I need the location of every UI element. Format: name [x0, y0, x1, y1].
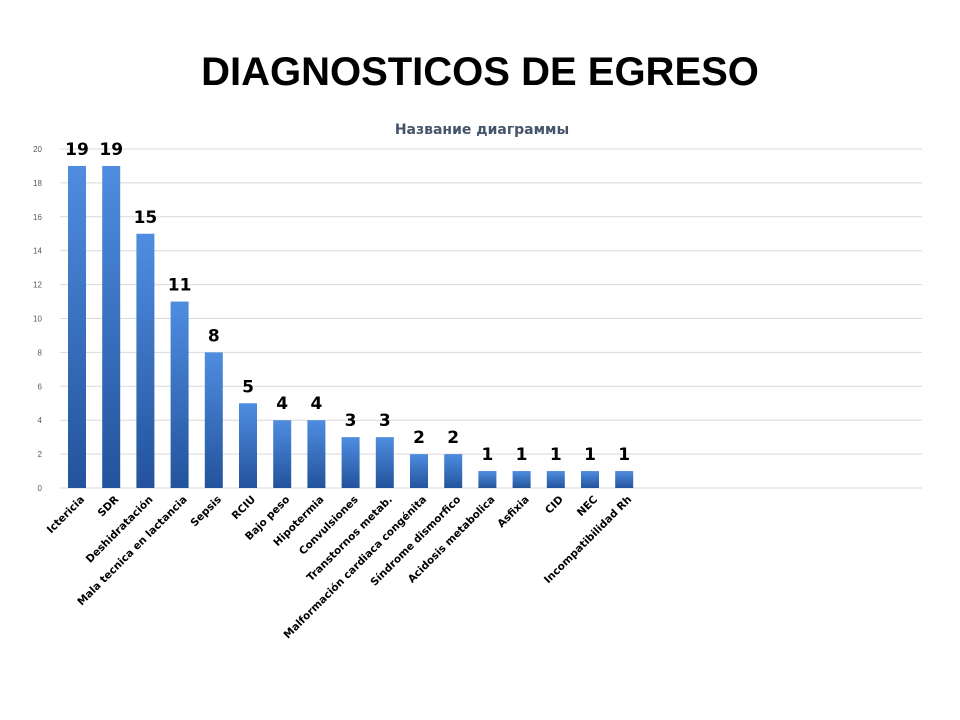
x-tick-label: Convulsiones: [297, 494, 361, 558]
data-label: 2: [447, 428, 459, 448]
bar: [581, 471, 599, 488]
data-label: 1: [516, 445, 528, 465]
data-label: 1: [481, 445, 493, 465]
y-axis-ticks: 0 2 4 6 8 10 12 14 16 18 20: [33, 145, 42, 493]
bar: [307, 420, 326, 488]
data-label: 5: [242, 377, 254, 397]
y-tick-label: 2: [38, 450, 43, 459]
bar: [170, 301, 189, 488]
bars: [68, 165, 634, 488]
bar: [410, 454, 428, 488]
data-label: 1: [550, 445, 562, 465]
bar: [136, 233, 155, 488]
bar: [444, 454, 463, 488]
y-tick-label: 0: [38, 484, 43, 493]
x-tick-label: Ictericia: [45, 494, 87, 536]
y-tick-label: 4: [38, 416, 43, 425]
gridlines: [60, 148, 922, 489]
chart-title: Название диаграммы: [395, 122, 569, 138]
data-label: 19: [65, 140, 89, 160]
data-label: 1: [618, 445, 630, 465]
y-tick-label: 16: [33, 213, 42, 222]
y-tick-label: 6: [38, 382, 43, 391]
y-tick-label: 18: [33, 179, 42, 188]
data-label: 11: [168, 276, 192, 296]
bar: [204, 352, 223, 488]
bar: [512, 471, 531, 488]
data-label: 8: [208, 326, 220, 346]
y-tick-label: 10: [33, 315, 42, 324]
x-tick-label: Sepsis: [188, 494, 224, 530]
y-tick-label: 20: [33, 145, 42, 154]
data-label: 15: [134, 208, 158, 228]
y-tick-label: 12: [33, 281, 42, 290]
y-tick-label: 8: [38, 348, 43, 357]
data-label: 19: [99, 140, 123, 160]
bar: [102, 165, 121, 488]
bar: [546, 471, 565, 488]
data-label: 3: [379, 411, 391, 431]
slide-title: DIAGNOSTICOS DE EGRESO: [201, 50, 759, 94]
bar: [273, 420, 292, 488]
x-tick-label: CID: [543, 493, 566, 516]
bar: [68, 165, 86, 488]
data-label: 3: [345, 411, 357, 431]
bar: [341, 437, 360, 488]
y-tick-label: 14: [33, 247, 42, 256]
bar: [615, 471, 634, 488]
x-tick-label: SDR: [96, 494, 122, 520]
data-label: 4: [310, 394, 322, 414]
x-tick-label: RCIU: [230, 494, 258, 522]
bar: [239, 403, 257, 488]
data-label: 4: [276, 394, 288, 414]
data-label: 2: [413, 428, 425, 448]
bar: [478, 471, 497, 488]
bar: [375, 437, 394, 488]
x-tick-label: NEC: [575, 493, 600, 518]
data-label: 1: [584, 445, 596, 465]
x-tick-label: Asfixia: [495, 494, 532, 531]
